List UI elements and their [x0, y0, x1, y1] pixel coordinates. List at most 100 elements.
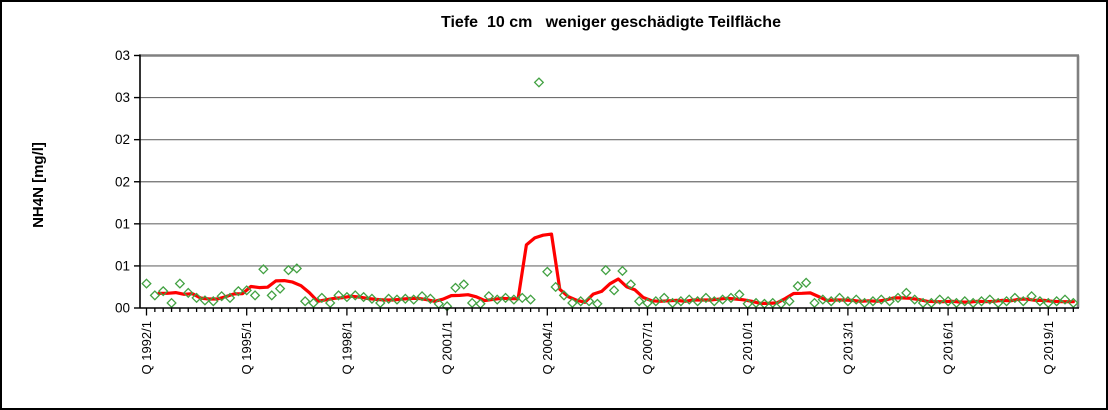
data-point-marker [700, 292, 712, 304]
data-point-marker [157, 285, 169, 297]
x-tick-label: Q 1998/1 [339, 321, 354, 375]
x-tick-label: Q 2019/1 [1041, 321, 1056, 375]
data-point-marker [341, 291, 353, 303]
data-point-marker [416, 290, 428, 302]
data-point-marker [408, 294, 419, 305]
data-point-marker [483, 290, 495, 302]
data-point-marker [466, 297, 478, 309]
data-point-marker [650, 296, 662, 307]
x-tick-label: Q 2004/1 [540, 321, 555, 375]
data-point-marker [976, 296, 987, 307]
data-point-marker [174, 278, 186, 289]
data-point-marker [1001, 296, 1012, 307]
data-point-marker [625, 279, 637, 290]
data-point-marker [825, 296, 837, 307]
data-point-marker [366, 293, 378, 304]
data-point-marker [400, 293, 411, 304]
data-point-marker [517, 292, 528, 304]
data-point-marker [241, 285, 252, 296]
data-point-marker [550, 281, 561, 293]
data-point-marker [1009, 292, 1021, 304]
data-point-marker [709, 296, 720, 307]
y-tick-label: 03 [115, 90, 130, 105]
x-tick-label: Q 2010/1 [740, 321, 755, 375]
data-point-marker [717, 294, 728, 305]
data-point-marker [391, 294, 403, 305]
data-point-marker [233, 285, 244, 297]
x-tick-label: Q 2001/1 [440, 321, 455, 375]
data-point-marker [533, 77, 545, 88]
data-point-marker [1026, 290, 1037, 302]
data-point-marker [592, 298, 603, 310]
data-point-marker [291, 263, 303, 274]
y-tick-label: 02 [115, 132, 130, 147]
data-point-marker [658, 292, 670, 304]
data-point-marker [1051, 296, 1062, 307]
data-point-marker [1059, 294, 1071, 305]
data-point-marker [558, 290, 570, 301]
data-point-marker [333, 290, 344, 301]
data-point-marker [141, 278, 152, 289]
data-point-marker [166, 297, 177, 309]
data-point-marker [842, 296, 854, 307]
data-point-marker [458, 279, 470, 290]
data-point-marker [959, 296, 971, 307]
data-point-marker [867, 296, 879, 307]
data-point-marker [224, 292, 236, 304]
data-point-marker [383, 293, 394, 304]
data-point-marker [191, 292, 202, 304]
x-tick-label: Q 2013/1 [840, 321, 855, 375]
data-point-marker [942, 296, 954, 307]
x-tick-label: Q 1995/1 [239, 321, 254, 375]
data-point-marker [358, 291, 369, 303]
data-point-marker [675, 296, 687, 307]
data-point-marker [984, 294, 996, 305]
data-point-marker [149, 290, 161, 301]
data-point-marker [817, 294, 829, 305]
data-point-marker [350, 290, 361, 301]
data-point-marker [258, 264, 269, 275]
data-point-marker [934, 294, 945, 305]
data-point-marker [734, 289, 745, 300]
x-tick-label: Q 2016/1 [941, 321, 956, 375]
data-point-marker [725, 292, 737, 304]
data-point-marker [692, 296, 703, 307]
data-point-marker [508, 294, 520, 305]
data-point-marker [884, 296, 895, 307]
y-tick-label: 03 [115, 48, 130, 63]
data-point-marker [208, 296, 219, 307]
data-point-marker [792, 280, 804, 292]
data-point-marker [425, 293, 436, 304]
data-point-marker [500, 292, 511, 304]
data-point-marker [542, 266, 553, 278]
data-point-marker [909, 294, 920, 305]
data-point-marker [316, 292, 328, 304]
data-point-marker [491, 294, 503, 305]
data-point-marker [784, 296, 795, 307]
y-tick-label: 00 [115, 301, 130, 316]
data-point-marker [1018, 296, 1029, 307]
data-point-marker [684, 294, 695, 305]
data-point-marker [274, 283, 286, 294]
data-point-marker [800, 277, 812, 288]
chart-title: Tiefe 10 cm weniger geschädigte Teilfläc… [441, 14, 781, 31]
scatter-series [141, 77, 1079, 312]
data-point-marker [851, 294, 862, 305]
data-point-marker [583, 296, 595, 307]
data-point-marker [575, 296, 586, 307]
data-point-marker [600, 264, 611, 276]
data-point-marker [216, 290, 227, 302]
data-point-marker [809, 297, 820, 309]
data-point-marker [617, 265, 628, 277]
y-tick-label: 02 [115, 174, 130, 189]
data-point-marker [525, 294, 536, 305]
data-point-marker [1034, 296, 1046, 307]
data-point-marker [633, 296, 645, 307]
y-tick-label: 01 [115, 258, 130, 273]
data-point-marker [199, 295, 211, 306]
data-point-marker [901, 287, 912, 299]
data-point-marker [608, 285, 620, 296]
data-point-marker [299, 296, 311, 307]
